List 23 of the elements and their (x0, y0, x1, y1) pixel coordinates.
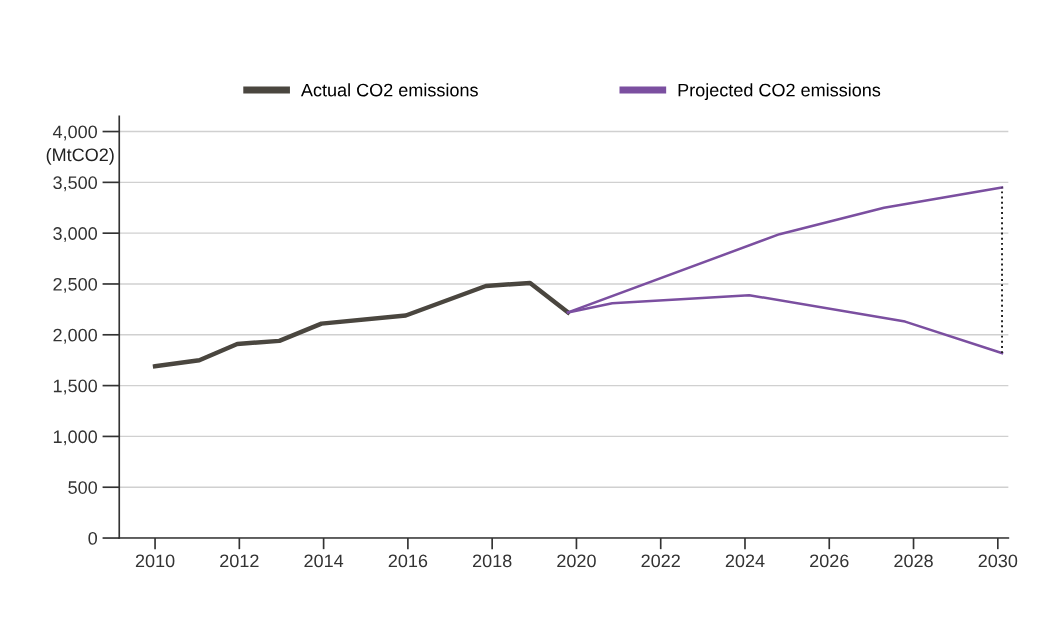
y-tick-label: 1,500 (53, 379, 98, 395)
x-tick-label: 2030 (978, 554, 1018, 568)
y-tick-label: 3,500 (53, 176, 98, 192)
x-tick-label: 2018 (472, 554, 512, 568)
y-tick-label: 0 (88, 531, 98, 545)
legend-label: Projected CO2 emissions (678, 83, 881, 101)
x-tick-label: 2012 (220, 554, 259, 568)
x-tick-label: 2020 (557, 554, 596, 568)
y-tick-label: 1,000 (53, 430, 98, 446)
x-tick-label: 2016 (388, 554, 428, 568)
y-tick-label: 4,000 (52, 125, 98, 141)
y-tick-label: 3,000 (53, 227, 98, 243)
x-tick-label: 2022 (641, 554, 680, 568)
y-tick-label: 500 (68, 481, 98, 494)
y-axis-title: (MtCO2) (46, 147, 114, 165)
x-tick-label: 2014 (304, 554, 344, 568)
x-tick-label: 2024 (725, 554, 765, 568)
y-tick-label: 2,000 (53, 328, 98, 344)
x-tick-label: 2026 (810, 554, 849, 568)
x-tick-label: 2010 (135, 554, 175, 568)
x-tick-label: 2028 (894, 554, 933, 568)
legend-label: Actual CO2 emissions (300, 83, 478, 97)
y-tick-label: 2,500 (53, 277, 98, 293)
